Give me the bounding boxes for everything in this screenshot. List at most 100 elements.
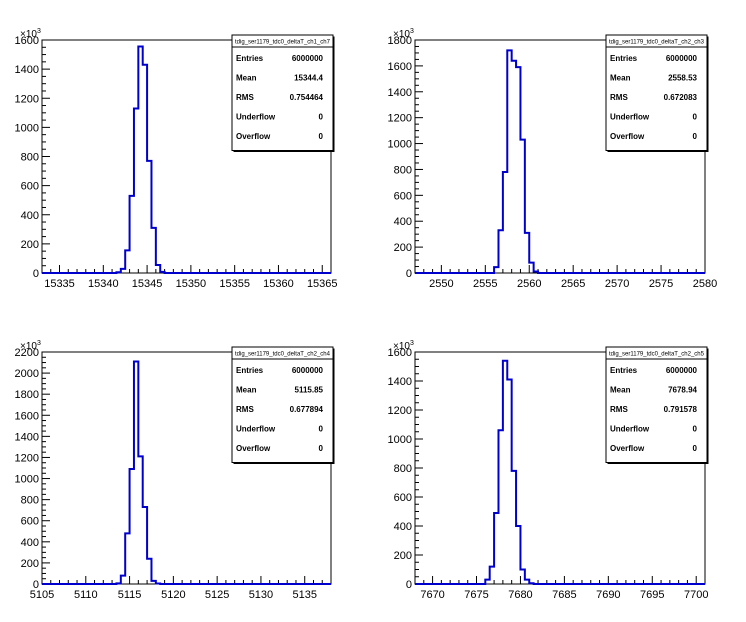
histogram-bin	[134, 361, 138, 584]
stats-value-underflow: 0	[693, 425, 698, 434]
stats-label-rms: RMS	[610, 405, 628, 414]
x-tick-label: 7695	[640, 589, 664, 601]
x-tick-label: 2560	[517, 278, 541, 290]
histogram-bin	[512, 471, 516, 584]
x-tick-label: 2555	[473, 278, 497, 290]
histogram-bin	[529, 263, 533, 273]
histogram-bin	[121, 269, 125, 273]
histogram-bin	[134, 108, 138, 273]
histogram-bin	[143, 65, 147, 273]
x-tick-label: 5110	[74, 589, 98, 601]
stats-value-entries: 6000000	[666, 54, 698, 63]
x-tick-label: 7680	[508, 589, 532, 601]
y-tick-label: 1600	[388, 61, 412, 73]
histogram-panel-3: 0 200 400 600 800 1000 1200 1400 1600 1800 2000 220…	[15, 340, 335, 601]
stats-title: tdig_ser1179_tdc0_deltaT_ch2_ch3	[609, 40, 705, 46]
stats-value-mean: 5115.85	[295, 386, 324, 395]
y-tick-label: 600	[394, 492, 412, 504]
stats-value-entries: 6000000	[292, 54, 324, 63]
stats-value-underflow: 0	[319, 113, 324, 122]
stats-box: tdig_ser1179_tdc0_deltaT_ch1_ch7 Entries 6…	[231, 34, 335, 152]
x-tick-label: 7700	[684, 589, 708, 601]
stats-label-underflow: Underflow	[236, 425, 276, 434]
y-tick-label: 1200	[15, 452, 39, 464]
histogram-panel-2: 0 200 400 600 800 1000 1200 1400 1600 1800×103 255…	[388, 28, 718, 290]
stats-value-overflow: 0	[693, 444, 698, 453]
y-tick-label: 400	[21, 537, 39, 549]
x-tick-label: 7690	[596, 589, 620, 601]
y-tick-label: 1000	[388, 139, 412, 151]
stats-value-rms: 0.754464	[290, 93, 324, 102]
x-tick-label: 7675	[464, 589, 488, 601]
y-tick-label: 0	[406, 579, 412, 591]
y-tick-label: 400	[394, 216, 412, 228]
y-tick-label: 1000	[15, 474, 39, 486]
y-tick-label: 400	[21, 210, 39, 222]
histogram-line	[415, 359, 705, 585]
histogram-bin	[121, 576, 125, 584]
y-tick-label: 1400	[388, 376, 412, 388]
y-tick-label: 800	[394, 463, 412, 475]
y-tick-label: 600	[394, 190, 412, 202]
stats-value-overflow: 0	[319, 444, 324, 453]
stats-value-overflow: 0	[693, 132, 698, 141]
stats-value-entries: 6000000	[666, 366, 698, 375]
stats-label-underflow: Underflow	[236, 113, 276, 122]
stats-value-mean: 2558.53	[668, 74, 697, 83]
histogram-bin	[151, 581, 155, 584]
stats-box-frame	[231, 34, 334, 151]
y-tick-label: 1800	[15, 389, 39, 401]
stats-label-overflow: Overflow	[610, 132, 645, 141]
histogram-bin	[156, 265, 160, 273]
histogram-line	[42, 360, 331, 585]
x-tick-label: 15335	[44, 278, 75, 290]
histogram-bin	[116, 583, 120, 584]
histogram-bin	[507, 380, 511, 584]
histogram-bin	[498, 230, 502, 273]
stats-box: tdig_ser1179_tdc0_deltaT_ch2_ch3 Entries 6…	[605, 34, 709, 152]
histogram-bin	[520, 140, 524, 273]
histogram-bin	[138, 47, 142, 273]
histogram-bin	[503, 361, 507, 584]
histogram-bin	[138, 456, 142, 584]
x-tick-label: 5135	[292, 589, 316, 601]
stats-value-mean: 7678.94	[668, 386, 697, 395]
stats-label-rms: RMS	[610, 93, 628, 102]
stats-box: tdig_ser1179_tdc0_deltaT_ch2_ch5 Entries 6…	[605, 346, 709, 464]
stats-label-entries: Entries	[610, 54, 638, 63]
stats-label-entries: Entries	[236, 54, 264, 63]
stats-label-entries: Entries	[236, 366, 264, 375]
y-tick-label: 600	[21, 516, 39, 528]
y-multiplier-label: ×103	[393, 28, 414, 40]
histogram-bin	[147, 161, 151, 273]
y-tick-label: 1800	[388, 35, 412, 47]
y-multiplier-label: ×103	[20, 28, 41, 40]
stats-value-rms: 0.791578	[664, 405, 698, 414]
stats-label-mean: Mean	[610, 386, 631, 395]
y-tick-label: 200	[21, 239, 39, 251]
y-tick-label: 2200	[15, 347, 39, 359]
histogram-bin	[494, 513, 498, 584]
histogram-bin	[507, 50, 511, 273]
y-tick-label: 800	[21, 495, 39, 507]
x-tick-label: 15360	[263, 278, 294, 290]
histogram-bin	[490, 567, 494, 584]
y-tick-label: 1400	[388, 87, 412, 99]
histogram-bin	[503, 172, 507, 273]
x-tick-label: 2570	[605, 278, 629, 290]
x-tick-label: 5120	[161, 589, 185, 601]
y-tick-label: 1400	[15, 431, 39, 443]
stats-label-rms: RMS	[236, 405, 254, 414]
stats-title: tdig_ser1179_tdc0_deltaT_ch2_ch4	[235, 352, 331, 358]
stats-label-mean: Mean	[236, 74, 257, 83]
y-tick-label: 600	[21, 181, 39, 193]
y-tick-label: 800	[394, 164, 412, 176]
x-tick-label: 7670	[420, 589, 444, 601]
x-tick-label: 2575	[649, 278, 673, 290]
x-tick-label: 2580	[693, 278, 717, 290]
stats-box-frame	[605, 346, 708, 463]
stats-value-underflow: 0	[693, 113, 698, 122]
histogram-bin	[130, 196, 134, 273]
histogram-bin	[498, 430, 502, 584]
